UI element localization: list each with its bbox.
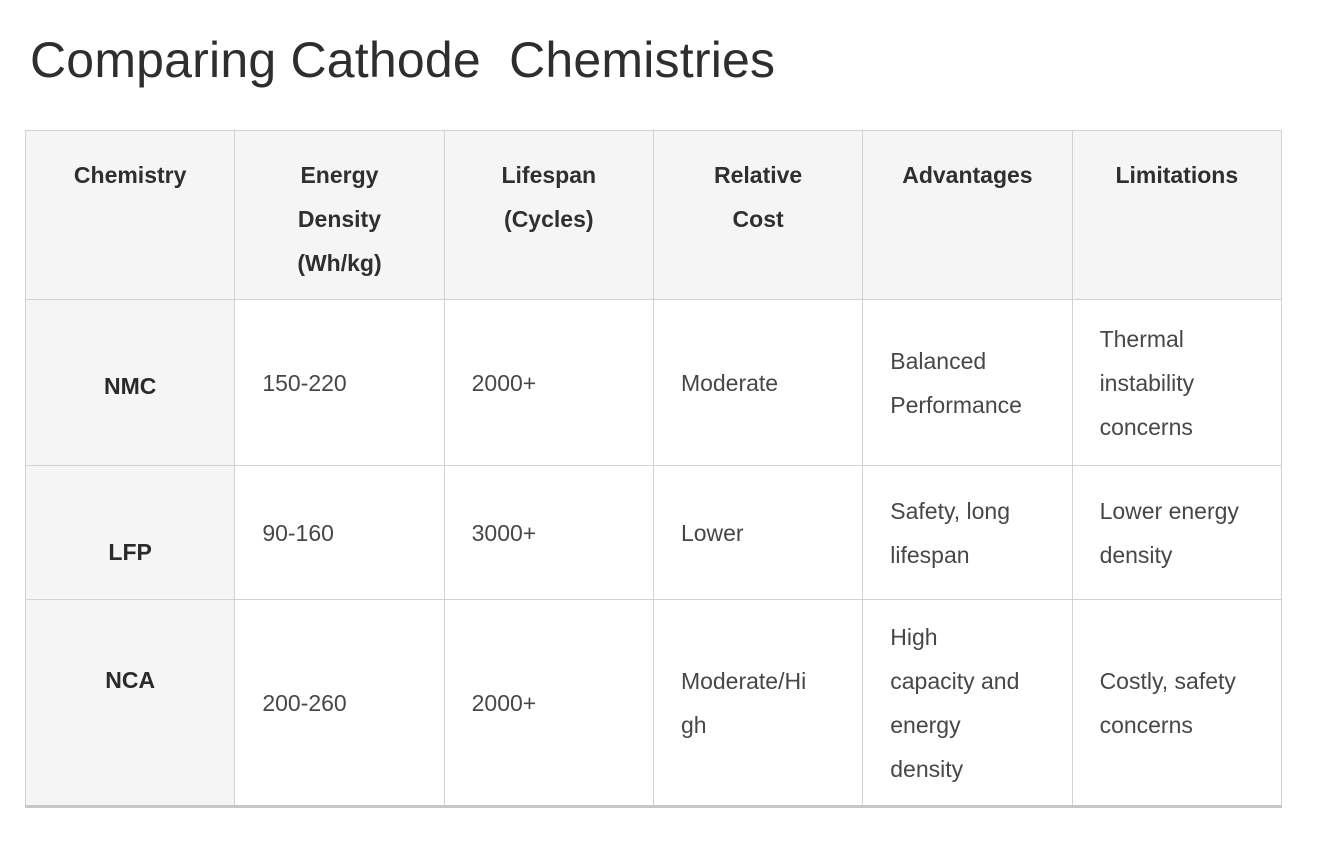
page-title: Comparing Cathode Chemistries [30, 32, 776, 88]
column-header-label: Density [297, 206, 382, 232]
column-header-chemistry: Chemistry [24, 130, 236, 300]
table-row-lfp: LFP 90-160 3000+ Lower Safety, long life… [24, 465, 1283, 600]
column-header-label: (Cycles) [504, 206, 594, 232]
chemistry-name: LFP [108, 538, 152, 565]
chemistry-name: NCA [105, 666, 156, 693]
cell-advantages: Safety, long lifespan [862, 465, 1073, 600]
page: Comparing Cathode Chemistries Chemistry … [0, 33, 1334, 808]
cell-advantages: High capacity and energy density [862, 599, 1073, 807]
cell-chemistry: NMC [24, 299, 236, 466]
cell-lifespan: 3000+ [443, 465, 654, 600]
column-header-label: Cost [732, 206, 784, 232]
cell-lifespan: 2000+ [443, 299, 654, 466]
cell-limitations: Costly, safety concerns [1071, 599, 1283, 807]
column-header-label: Relative [713, 162, 803, 188]
cell-energy-density: 90-160 [234, 465, 445, 600]
cell-chemistry: LFP [24, 465, 236, 600]
cell-limitations: Lower energy density [1071, 465, 1283, 600]
table-row-nca: NCA 200-260 2000+ Moderate/High High cap… [24, 599, 1283, 807]
column-header-energy-density: Energy Density (Wh/kg) [234, 130, 445, 300]
table-row-nmc: NMC 150-220 2000+ Moderate Balanced Perf… [24, 299, 1283, 466]
column-header-label: (Wh/kg) [297, 250, 382, 276]
cell-relative-cost: Moderate/High [652, 599, 864, 807]
column-header-label: Energy [300, 162, 379, 188]
cell-energy-density: 200-260 [234, 599, 445, 807]
column-header-lifespan: Lifespan (Cycles) [443, 130, 654, 300]
cell-lifespan: 2000+ [443, 599, 654, 807]
cell-relative-cost: Lower [652, 465, 864, 600]
table-header-row: Chemistry Energy Density (Wh/kg) Lifespa… [24, 130, 1283, 300]
column-header-label: Chemistry [73, 162, 187, 188]
column-header-label: Limitations [1115, 162, 1239, 188]
column-header-label: Advantages [902, 162, 1033, 188]
cell-limitations: Thermal instability concerns [1071, 299, 1283, 466]
column-header-limitations: Limitations [1071, 130, 1283, 300]
cell-chemistry: NCA [24, 599, 236, 807]
column-header-label: Lifespan [501, 162, 597, 188]
chemistry-name: NMC [103, 372, 157, 399]
cell-energy-density: 150-220 [234, 299, 445, 466]
column-header-advantages: Advantages [862, 130, 1073, 300]
cell-relative-cost: Moderate [652, 299, 864, 466]
cell-advantages: Balanced Performance [862, 299, 1073, 466]
column-header-relative-cost: Relative Cost [652, 130, 864, 300]
cathode-chemistry-table: Chemistry Energy Density (Wh/kg) Lifespa… [24, 130, 1283, 808]
